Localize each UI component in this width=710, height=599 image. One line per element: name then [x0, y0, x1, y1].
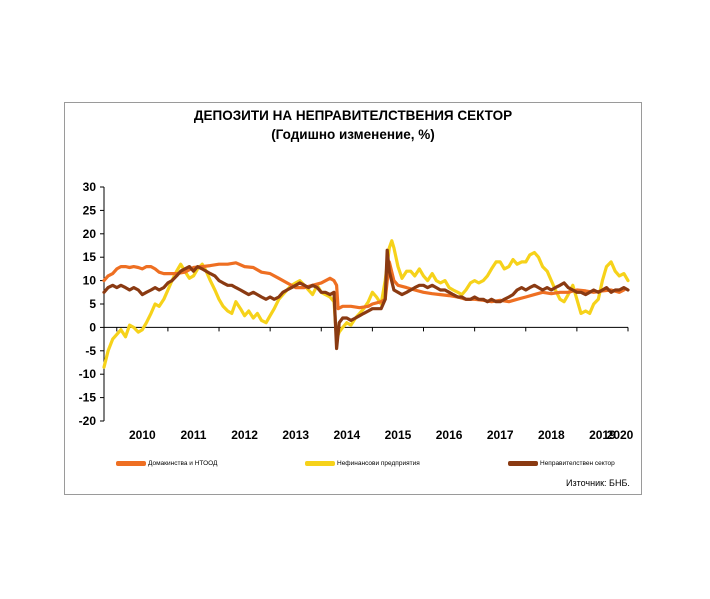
x-tick-label: 2016 — [436, 428, 463, 442]
x-tick-label: 2010 — [129, 428, 156, 442]
legend-label-nongovernment: Неправителствен сектор — [540, 459, 615, 467]
legend-swatch-households — [116, 460, 146, 466]
legend-item-households: Домакинства и НТООД — [116, 455, 217, 471]
y-tick-label: 5 — [89, 297, 96, 311]
legend-swatch-enterprises — [305, 460, 335, 466]
chart-subtitle: (Годишно изменение, %) — [271, 127, 435, 142]
y-tick-label: 25 — [83, 203, 97, 217]
x-tick-label: 2014 — [333, 428, 360, 442]
x-tick-label: 2015 — [385, 428, 412, 442]
chart-frame — [64, 102, 642, 495]
y-tick-label: -10 — [79, 367, 97, 381]
x-tick-label: 2020 — [607, 428, 634, 442]
series-line-nongovernment — [102, 248, 630, 351]
x-tick-label: 2018 — [538, 428, 565, 442]
source-note: Източник: БНБ. — [566, 478, 630, 488]
chart-title: ДЕПОЗИТИ НА НЕПРАВИТЕЛСТВЕНИЯ СЕКТОР — [193, 108, 513, 123]
y-tick-label: 0 — [89, 320, 96, 334]
legend-label-households: Домакинства и НТООД — [148, 459, 218, 467]
x-tick-label: 2019 — [589, 428, 616, 442]
legend-item-nongovernment: Неправителствен сектор — [508, 455, 615, 471]
legend-swatch-nongovernment — [508, 460, 538, 466]
y-tick-label: 15 — [83, 250, 97, 264]
series-line-households — [102, 260, 626, 311]
x-tick-label: 2017 — [487, 428, 514, 442]
x-tick-label: 2011 — [180, 428, 206, 442]
x-tick-label: 2012 — [231, 428, 258, 442]
y-tick-label: 30 — [83, 180, 97, 194]
y-tick-label: -5 — [85, 344, 96, 358]
y-tick-label: -20 — [79, 414, 97, 428]
y-tick-label: 20 — [83, 227, 97, 241]
y-tick-label: -15 — [79, 391, 97, 405]
y-tick-label: 10 — [83, 274, 97, 288]
legend-label-enterprises: Нефинансови предприятия — [337, 459, 420, 467]
legend-item-enterprises: Нефинансови предприятия — [305, 455, 420, 471]
series-line-enterprises — [102, 239, 630, 369]
x-tick-label: 2013 — [282, 428, 309, 442]
